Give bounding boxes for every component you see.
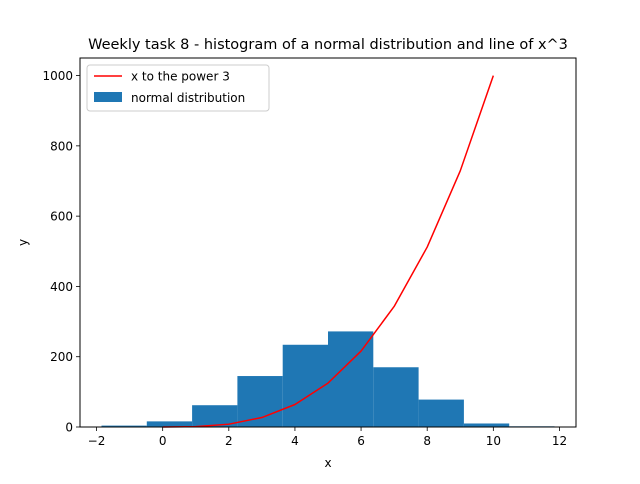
chart-title: Weekly task 8 - histogram of a normal di… (88, 37, 568, 53)
x-tick-label: 2 (225, 434, 233, 448)
histogram-bar (282, 344, 328, 427)
y-tick-label: 400 (50, 280, 73, 294)
legend-label-histogram: normal distribution (131, 91, 245, 105)
x-axis: −2 0 2 4 6 8 10 12 (88, 427, 567, 448)
x-tick-label: 8 (423, 434, 431, 448)
histogram-bar (418, 399, 464, 427)
histogram-bar (101, 425, 147, 427)
y-tick-label: 800 (50, 139, 73, 153)
histogram-bar (192, 405, 238, 427)
y-axis: 0 200 400 600 800 1000 (42, 69, 80, 435)
legend-box (86, 64, 270, 112)
histogram-bar (328, 331, 374, 427)
histogram-bar (373, 367, 419, 427)
legend: x to the power 3 normal distribution (86, 64, 270, 112)
y-tick-label: 600 (50, 210, 73, 224)
legend-swatch-histogram (94, 92, 122, 102)
y-tick-label: 200 (50, 350, 73, 364)
x-tick-label: 0 (159, 434, 167, 448)
histogram-bar (463, 423, 510, 427)
y-axis-label: y (16, 239, 30, 246)
x-axis-label: x (324, 456, 331, 470)
y-tick-label: 1000 (42, 69, 73, 83)
histogram-bar (146, 421, 193, 427)
plot-area (101, 75, 555, 428)
histogram-bar (237, 376, 283, 427)
x-tick-label: 12 (552, 434, 567, 448)
plot-frame (79, 57, 577, 428)
x-tick-label: 4 (291, 434, 299, 448)
y-tick-label: 0 (65, 421, 73, 435)
series-line-x-cubed (162, 75, 495, 428)
x-tick-label: 10 (486, 434, 501, 448)
x-tick-label: 6 (357, 434, 365, 448)
legend-label-line: x to the power 3 (131, 70, 230, 84)
x-tick-label: −2 (88, 434, 106, 448)
